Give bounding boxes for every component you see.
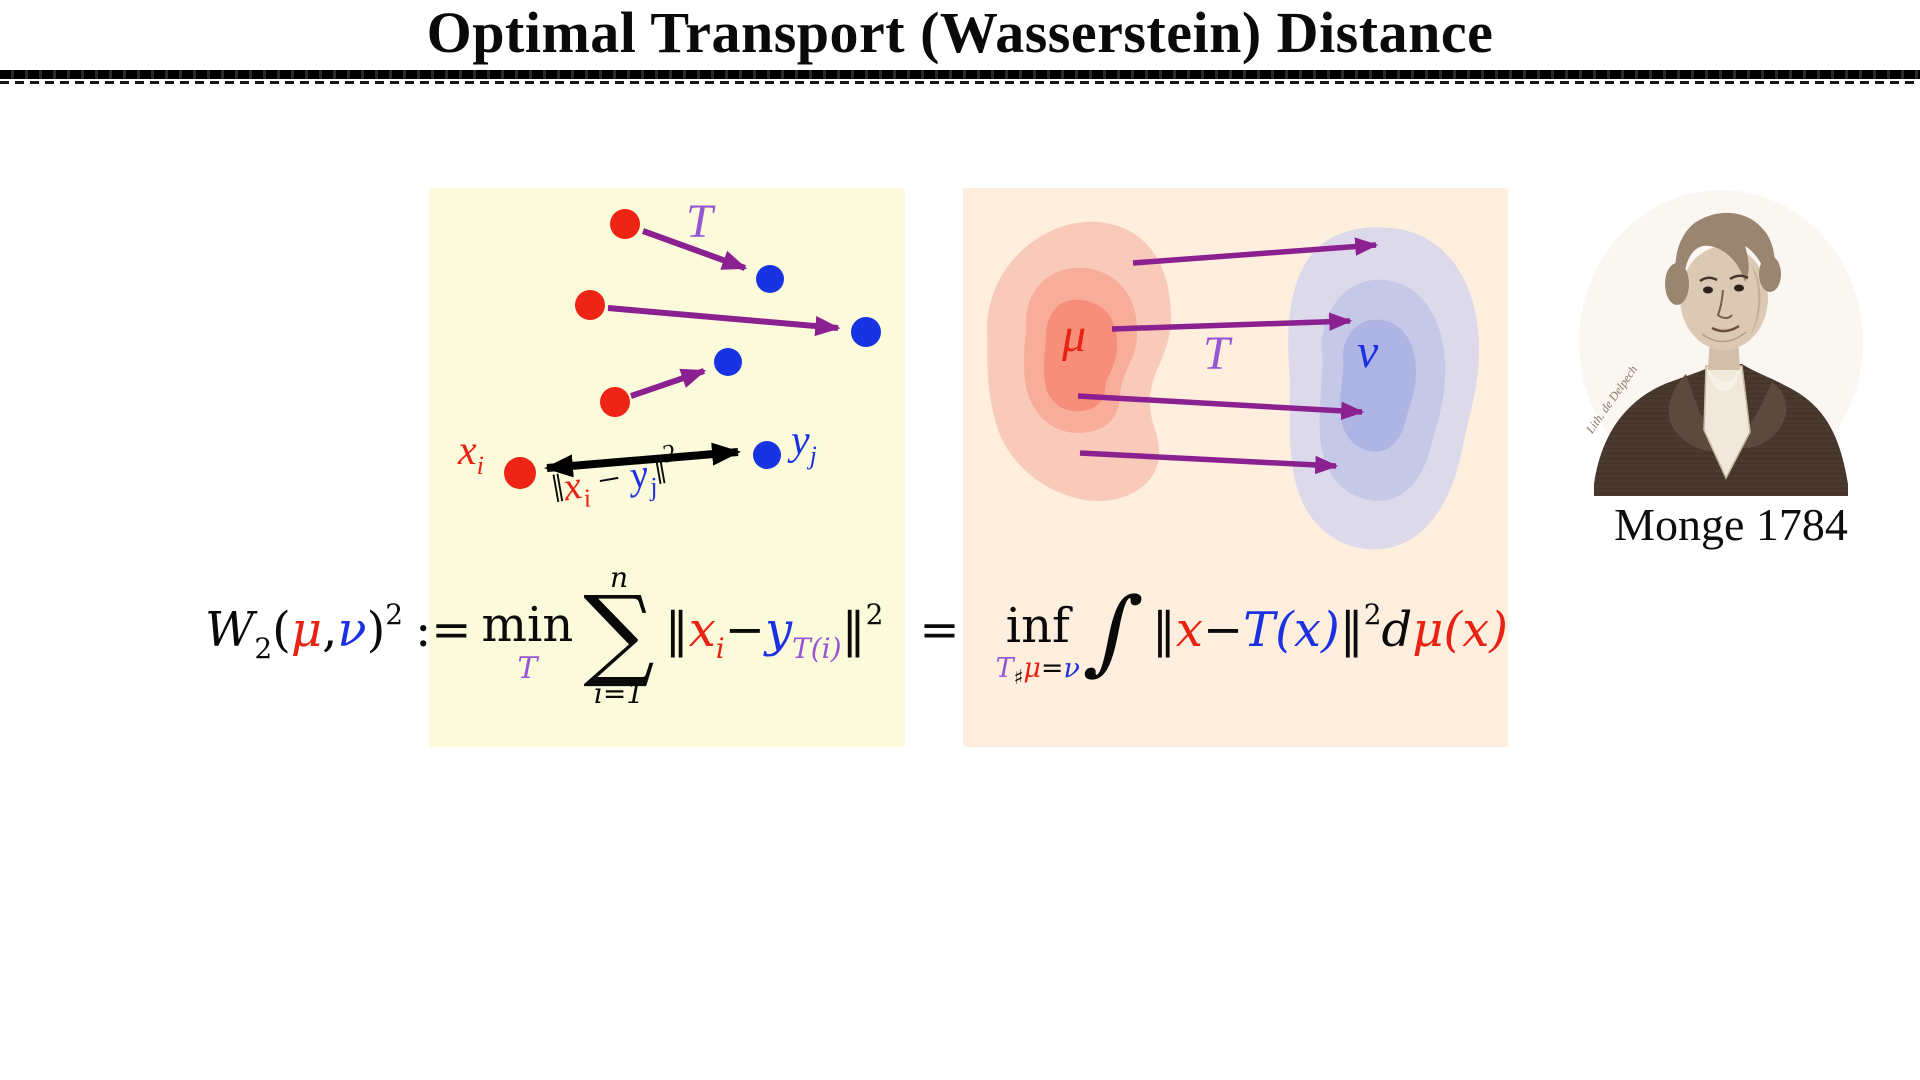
hair-tuft-left	[1665, 263, 1689, 305]
dist-minus: −	[584, 453, 634, 506]
continuous-map-label: T	[1203, 327, 1230, 380]
lapel-left	[1668, 374, 1726, 452]
inf-constraint: T ♯ μ = ν	[995, 653, 1080, 687]
nose	[1716, 289, 1733, 319]
formula-open-paren: (	[272, 602, 291, 658]
formula-close-paren: )	[366, 602, 386, 658]
face-shading	[1750, 262, 1761, 336]
t1-power: 2	[865, 598, 884, 631]
formula-discrete-term: ‖ x i − y T(i) ‖ 2	[664, 598, 884, 665]
wasserstein-formula: W 2(μ, ν) 2:= min T n ∑ i=1 ‖ x i − y T(i) ‖ 2 …	[205, 550, 1508, 710]
mu-density-label: μ	[1062, 309, 1087, 362]
cravat	[1708, 368, 1740, 392]
sum-symbol: ∑	[583, 574, 655, 691]
sum-lower-limit: i=1	[593, 677, 645, 710]
formula-power: 2	[385, 598, 404, 631]
formula-W: W	[205, 602, 255, 658]
formula-comma: ,	[322, 602, 338, 658]
inf-eq: =	[1040, 653, 1064, 684]
hair-tuft-right	[1759, 256, 1781, 292]
hair	[1675, 212, 1775, 296]
title-rule-thin	[0, 81, 1920, 84]
t2-Tx: T(x)	[1243, 602, 1340, 658]
face	[1680, 246, 1768, 350]
t2-minus: −	[1202, 602, 1244, 658]
inf-op-text: inf	[1005, 598, 1070, 654]
formula-equals: =	[919, 602, 960, 658]
yj-sub: j	[809, 441, 817, 470]
formula-W-sub: 2	[254, 632, 273, 665]
discrete-map-label: T	[686, 195, 713, 248]
eye-left	[1703, 286, 1713, 294]
min-under-T: T	[517, 650, 538, 686]
t1-bar-right: ‖	[841, 602, 866, 658]
integral-symbol: ∫	[1080, 578, 1148, 685]
t2-mux: μ(x)	[1412, 602, 1508, 658]
page-title: Optimal Transport (Wasserstein) Distance	[426, 0, 1494, 65]
min-op-text: min	[481, 596, 574, 653]
brow-right	[1729, 274, 1749, 281]
inf-nu: ν	[1063, 653, 1080, 684]
nu-density-label: ν	[1357, 325, 1379, 378]
title-rule-thick	[0, 70, 1920, 79]
inf-mu: μ	[1023, 653, 1041, 684]
formula-continuous-term: ‖ x − T(x) ‖ 2 d μ(x)	[1151, 598, 1508, 658]
portrait-caption: Monge 1784	[1614, 499, 1848, 550]
inf-sharp: ♯	[1013, 665, 1024, 689]
mouth	[1711, 324, 1740, 333]
t1-y-sub: T(i)	[792, 632, 842, 665]
xi-sub: i	[476, 451, 484, 480]
inf-T: T	[995, 653, 1014, 684]
sum-upper-limit: n	[609, 561, 629, 594]
t2-bar-left: ‖	[1151, 602, 1176, 658]
inf-operator: inf T ♯ μ = ν	[995, 598, 1080, 687]
eye-right	[1734, 284, 1744, 292]
brow-left	[1699, 276, 1718, 283]
xi-base: x	[458, 428, 477, 474]
formula-nu: ν	[337, 602, 367, 658]
xi-point-label: xi	[458, 428, 484, 479]
t1-y: y	[764, 602, 793, 658]
t2-x: x	[1175, 602, 1203, 658]
t2-bar-right: ‖	[1339, 602, 1364, 658]
yj-point-label: yj	[791, 418, 817, 469]
sum-operator: n ∑ i=1	[583, 564, 654, 708]
formula-mu: μ	[290, 602, 323, 658]
t1-bar-left: ‖	[664, 602, 689, 658]
t1-x: x	[688, 602, 716, 658]
formula-lhs: W 2(μ, ν) 2:=	[205, 598, 472, 665]
t2-power: 2	[1363, 598, 1382, 631]
min-operator: min T	[482, 601, 574, 684]
t1-x-sub: i	[715, 632, 725, 665]
monge-portrait	[1579, 190, 1863, 496]
t2-d: d	[1381, 602, 1413, 658]
formula-defeq: :=	[415, 602, 472, 658]
t1-minus: −	[724, 602, 765, 658]
yj-base: y	[791, 418, 810, 464]
jaw-shading	[1701, 331, 1747, 343]
